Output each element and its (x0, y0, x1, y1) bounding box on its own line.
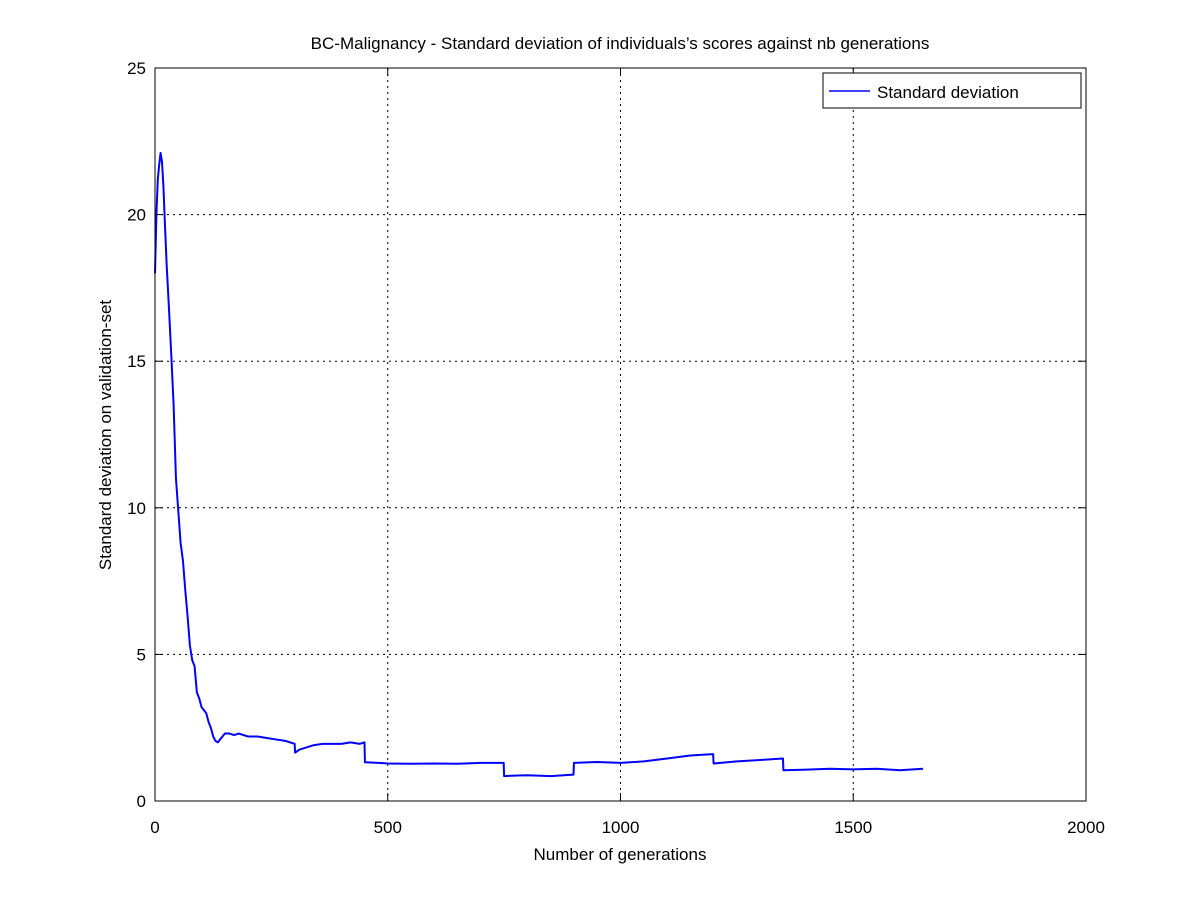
y-tick-label: 25 (127, 59, 146, 78)
x-tick-label: 1000 (602, 818, 640, 837)
ticks-layer: 0 500 1000 1500 2000 0 5 10 15 20 25 (127, 59, 1105, 837)
x-tick-label: 0 (150, 818, 159, 837)
y-tick-label: 10 (127, 499, 146, 518)
chart-title: BC-Malignancy - Standard deviation of in… (311, 34, 930, 53)
x-tick-label: 500 (374, 818, 402, 837)
x-tick-label: 1500 (834, 818, 872, 837)
grid-lines (155, 68, 1086, 801)
series-layer (154, 152, 924, 778)
y-tick-label: 20 (127, 206, 146, 225)
legend: Standard deviation (822, 72, 1082, 109)
y-tick-label: 0 (137, 792, 146, 811)
series-line-standard-deviation (154, 152, 924, 778)
y-axis-label: Standard deviation on validation-set (96, 300, 115, 571)
y-tick-label: 15 (127, 352, 146, 371)
x-tick-label: 2000 (1067, 818, 1105, 837)
legend-entry-label: Standard deviation (877, 83, 1019, 102)
y-tick-label: 5 (137, 645, 146, 664)
x-axis-label: Number of generations (534, 845, 707, 864)
